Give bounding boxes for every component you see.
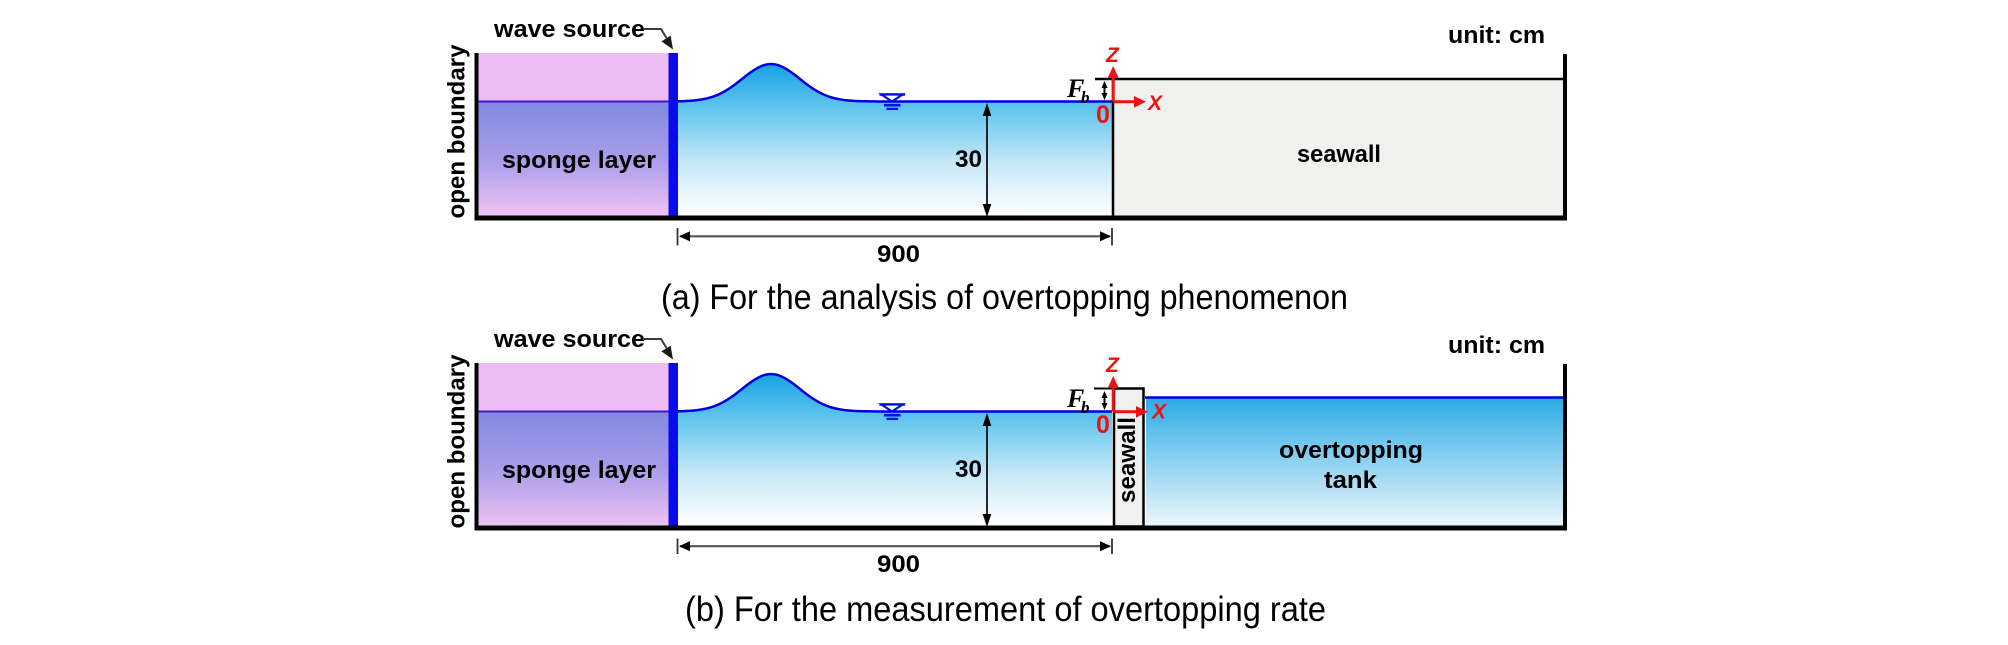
svg-text:900: 900 — [877, 551, 920, 578]
svg-text:900: 900 — [877, 241, 920, 268]
svg-text:F: F — [1066, 384, 1084, 413]
svg-text:wave source: wave source — [493, 326, 645, 353]
svg-text:X: X — [1151, 401, 1168, 424]
svg-text:b: b — [1081, 88, 1090, 107]
svg-text:overtopping: overtopping — [1279, 437, 1423, 464]
svg-text:Z: Z — [1105, 354, 1120, 377]
svg-text:unit: cm: unit: cm — [1448, 332, 1545, 359]
svg-text:open boundary: open boundary — [444, 354, 471, 529]
svg-text:seawall: seawall — [1297, 141, 1381, 168]
svg-text:X: X — [1147, 92, 1164, 115]
svg-text:F: F — [1066, 74, 1084, 103]
svg-text:tank: tank — [1324, 467, 1378, 494]
svg-text:(b) For the measurement of ove: (b) For the measurement of overtopping r… — [685, 590, 1326, 629]
svg-text:seawall: seawall — [1114, 417, 1141, 503]
svg-text:unit: cm: unit: cm — [1448, 22, 1545, 49]
svg-text:sponge layer: sponge layer — [502, 147, 656, 174]
svg-text:Z: Z — [1105, 44, 1120, 67]
svg-text:30: 30 — [955, 456, 982, 483]
svg-text:open boundary: open boundary — [444, 44, 471, 219]
svg-text:0: 0 — [1096, 101, 1110, 129]
svg-text:b: b — [1081, 398, 1090, 417]
svg-text:30: 30 — [955, 146, 982, 173]
svg-text:wave source: wave source — [493, 16, 645, 43]
svg-text:sponge layer: sponge layer — [502, 457, 656, 484]
svg-text:0: 0 — [1096, 411, 1110, 439]
svg-text:(a) For the analysis of overto: (a) For the analysis of overtopping phen… — [661, 278, 1348, 317]
